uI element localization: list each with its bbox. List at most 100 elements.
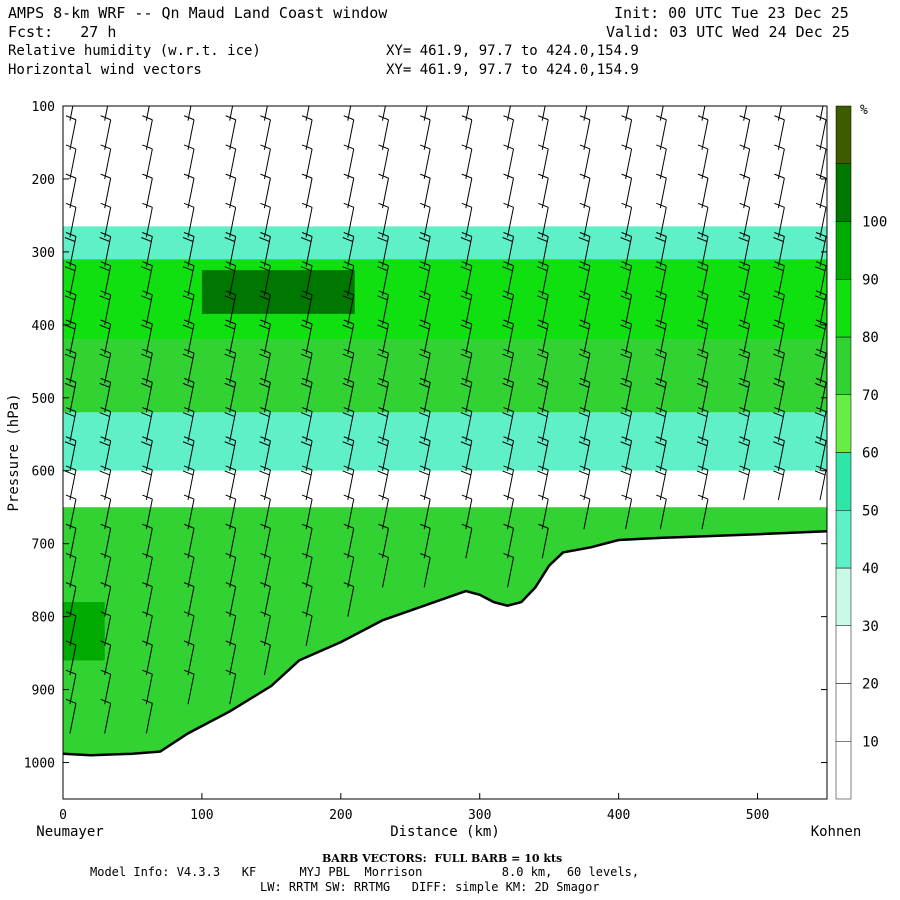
barb-flag [774,348,785,354]
barb-flag [815,173,827,179]
barb-shaft [347,498,355,530]
barb-flag [183,377,195,383]
barb-shaft [423,557,431,588]
barb-flag [301,552,313,558]
wind-barb [814,261,827,296]
barb-flag [65,261,77,267]
barb-flag [697,319,709,325]
barb-flag [225,319,236,325]
barb-flag [697,348,709,354]
wind-barb [182,377,195,413]
barb-flag [301,173,313,179]
barb-flag [739,377,750,383]
barb-flag [65,465,77,471]
barb-shaft [777,148,785,180]
barb-shaft [659,207,667,238]
barb-flag [343,348,354,354]
barb-shaft [305,178,313,209]
barb-flag [621,319,632,325]
barb-flag [538,407,549,413]
barb-flag [738,441,749,447]
barb-flag [300,237,312,242]
wind-barb [347,106,352,121]
barb-flag [101,87,111,91]
y-tick-label: 400 [32,319,55,334]
barb-shaft [382,119,389,150]
wind-barb [774,173,785,209]
barb-flag [259,441,270,447]
wind-barb [814,436,827,471]
wind-barb [460,319,473,355]
barb-shaft [145,674,153,705]
barb-flag [815,232,827,237]
plot-frame [62,105,828,800]
barb-flag [100,552,111,558]
model-info: Model Info: V4.3.3 KF MYJ PBL Morrison 8… [90,865,640,879]
barb-flag [224,353,235,359]
barb-flag [538,144,549,150]
barb-flag [579,202,591,208]
wind-barb [183,144,195,180]
barb-flag [538,523,549,529]
wind-barb [377,407,389,442]
barb-flag [418,237,430,242]
wind-barb [100,523,112,559]
wind-barb [774,115,785,150]
wind-barb [377,436,389,471]
barb-flag [621,436,632,442]
barb-shaft [625,178,633,209]
valid-time: Valid: 03 UTC Wed 24 Dec 25 [606,23,850,41]
colorbar-label: 90 [862,272,879,288]
wind-barb [696,232,709,267]
barb-flag [697,494,709,500]
barb-flag [697,202,709,208]
wind-barb [418,319,431,355]
barb-flag [64,412,76,418]
barb-flag [655,237,666,242]
rh-band-moist-core [63,259,827,340]
barb-flag [739,465,750,471]
wind-barb [182,261,195,296]
barb-shaft [507,148,514,180]
barb-shaft [145,703,153,734]
barb-flag [502,353,513,359]
barb-flag [738,266,749,272]
barb-flag [260,202,271,208]
barb-shaft [465,119,473,150]
barb-shaft [347,106,352,121]
wind-barb [461,494,473,530]
barb-flag [141,324,152,330]
barb-shaft [187,674,195,705]
wind-barb [621,173,633,209]
barb-flag [378,407,389,413]
wind-barb [224,261,237,296]
wind-barb [260,523,271,559]
wind-barb [815,115,827,150]
barb-shaft [104,615,112,646]
barb-flag [301,494,313,500]
barb-flag [696,470,708,476]
barb-shaft [305,586,313,617]
barb-flag [461,202,473,208]
barb-flag [696,382,708,388]
wind-barb [260,494,271,530]
barb-flag [65,552,77,558]
barb-flag [461,173,473,179]
barb-flag [301,582,313,588]
barb-flag [142,698,153,704]
barb-shaft [145,557,153,588]
barb-shaft [541,148,549,180]
barb-flag [620,324,631,330]
barb-flag [503,494,514,500]
barb-flag [224,237,235,242]
barb-flag [343,144,354,150]
x-tick-label: 400 [607,808,630,823]
barb-flag [225,582,236,588]
barb-flag [100,611,111,617]
barb-flag [66,87,76,91]
wind-barb [620,407,633,442]
barb-flag [225,173,236,179]
barb-shaft [263,615,271,646]
barb-flag [182,470,194,476]
barb-flag [655,295,666,301]
